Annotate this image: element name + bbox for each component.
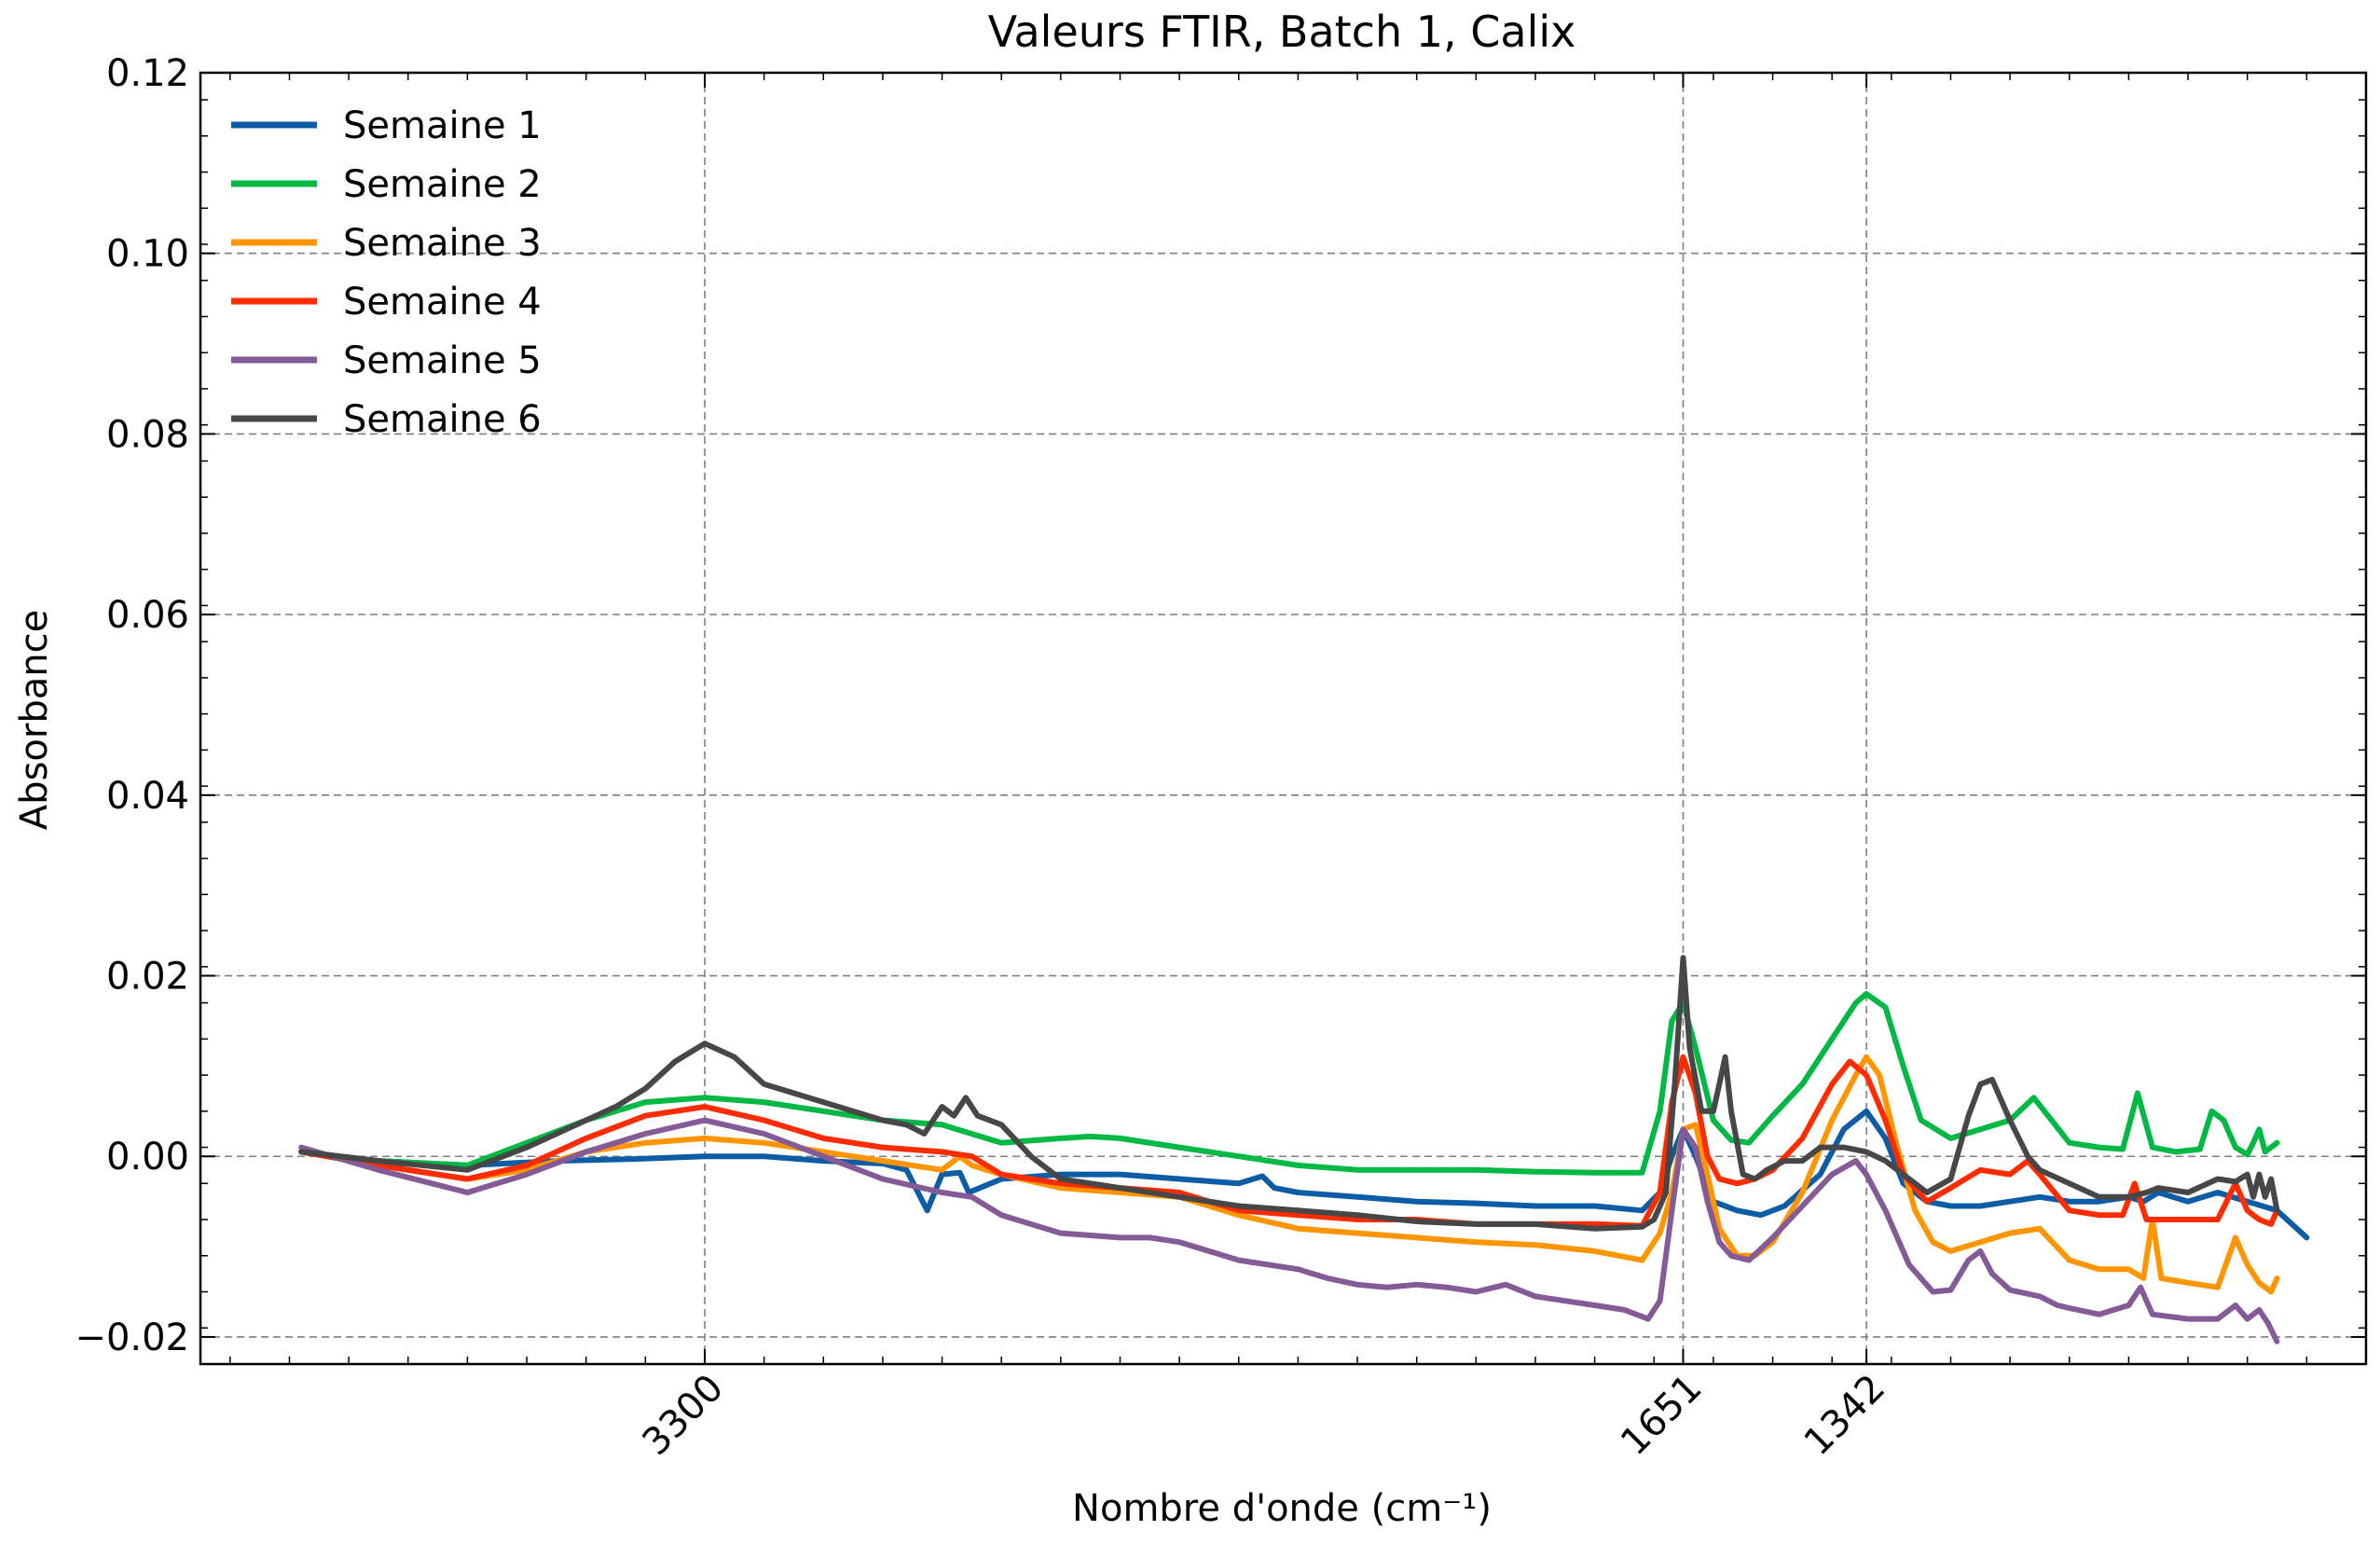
- legend-label: Semaine 1: [343, 104, 542, 147]
- legend-label: Semaine 5: [343, 339, 542, 382]
- y-tick-label: 0.00: [106, 1136, 189, 1179]
- y-tick-label: 0.02: [106, 956, 189, 999]
- chart-title: Valeurs FTIR, Batch 1, Calix: [988, 7, 1576, 57]
- series-line-semaine-6: [298, 955, 2280, 1232]
- legend-label: Semaine 6: [343, 398, 542, 441]
- y-tick-label: 0.08: [106, 413, 189, 456]
- legend-label: Semaine 4: [343, 281, 542, 324]
- y-tick-label: −0.02: [75, 1317, 189, 1359]
- series-line-semaine-2: [298, 990, 2280, 1176]
- series-line-semaine-5: [298, 1117, 2280, 1344]
- series-line-semaine-3: [298, 1054, 2280, 1295]
- legend-label: Semaine 3: [343, 222, 542, 265]
- y-axis: −0.02 0.00 0.02 0.04 0.06 0.08 0.10 0.12: [75, 52, 2366, 1359]
- x-axis-label: Nombre d'onde (cm⁻¹): [1072, 1487, 1492, 1530]
- y-tick-label: 0.04: [106, 775, 189, 818]
- legend: Semaine 1 Semaine 2 Semaine 3 Semaine 4 Sema…: [231, 104, 542, 441]
- series-layer: [298, 955, 2310, 1344]
- plot-frame: [199, 71, 2368, 1366]
- y-axis-label: Absorbance: [13, 610, 56, 830]
- legend-label: Semaine 2: [343, 163, 542, 206]
- y-tick-label: 0.06: [106, 594, 189, 637]
- y-tick-label: 0.12: [106, 52, 189, 95]
- y-tick-label: 0.10: [106, 233, 189, 276]
- minor-ticks: [200, 73, 2367, 1365]
